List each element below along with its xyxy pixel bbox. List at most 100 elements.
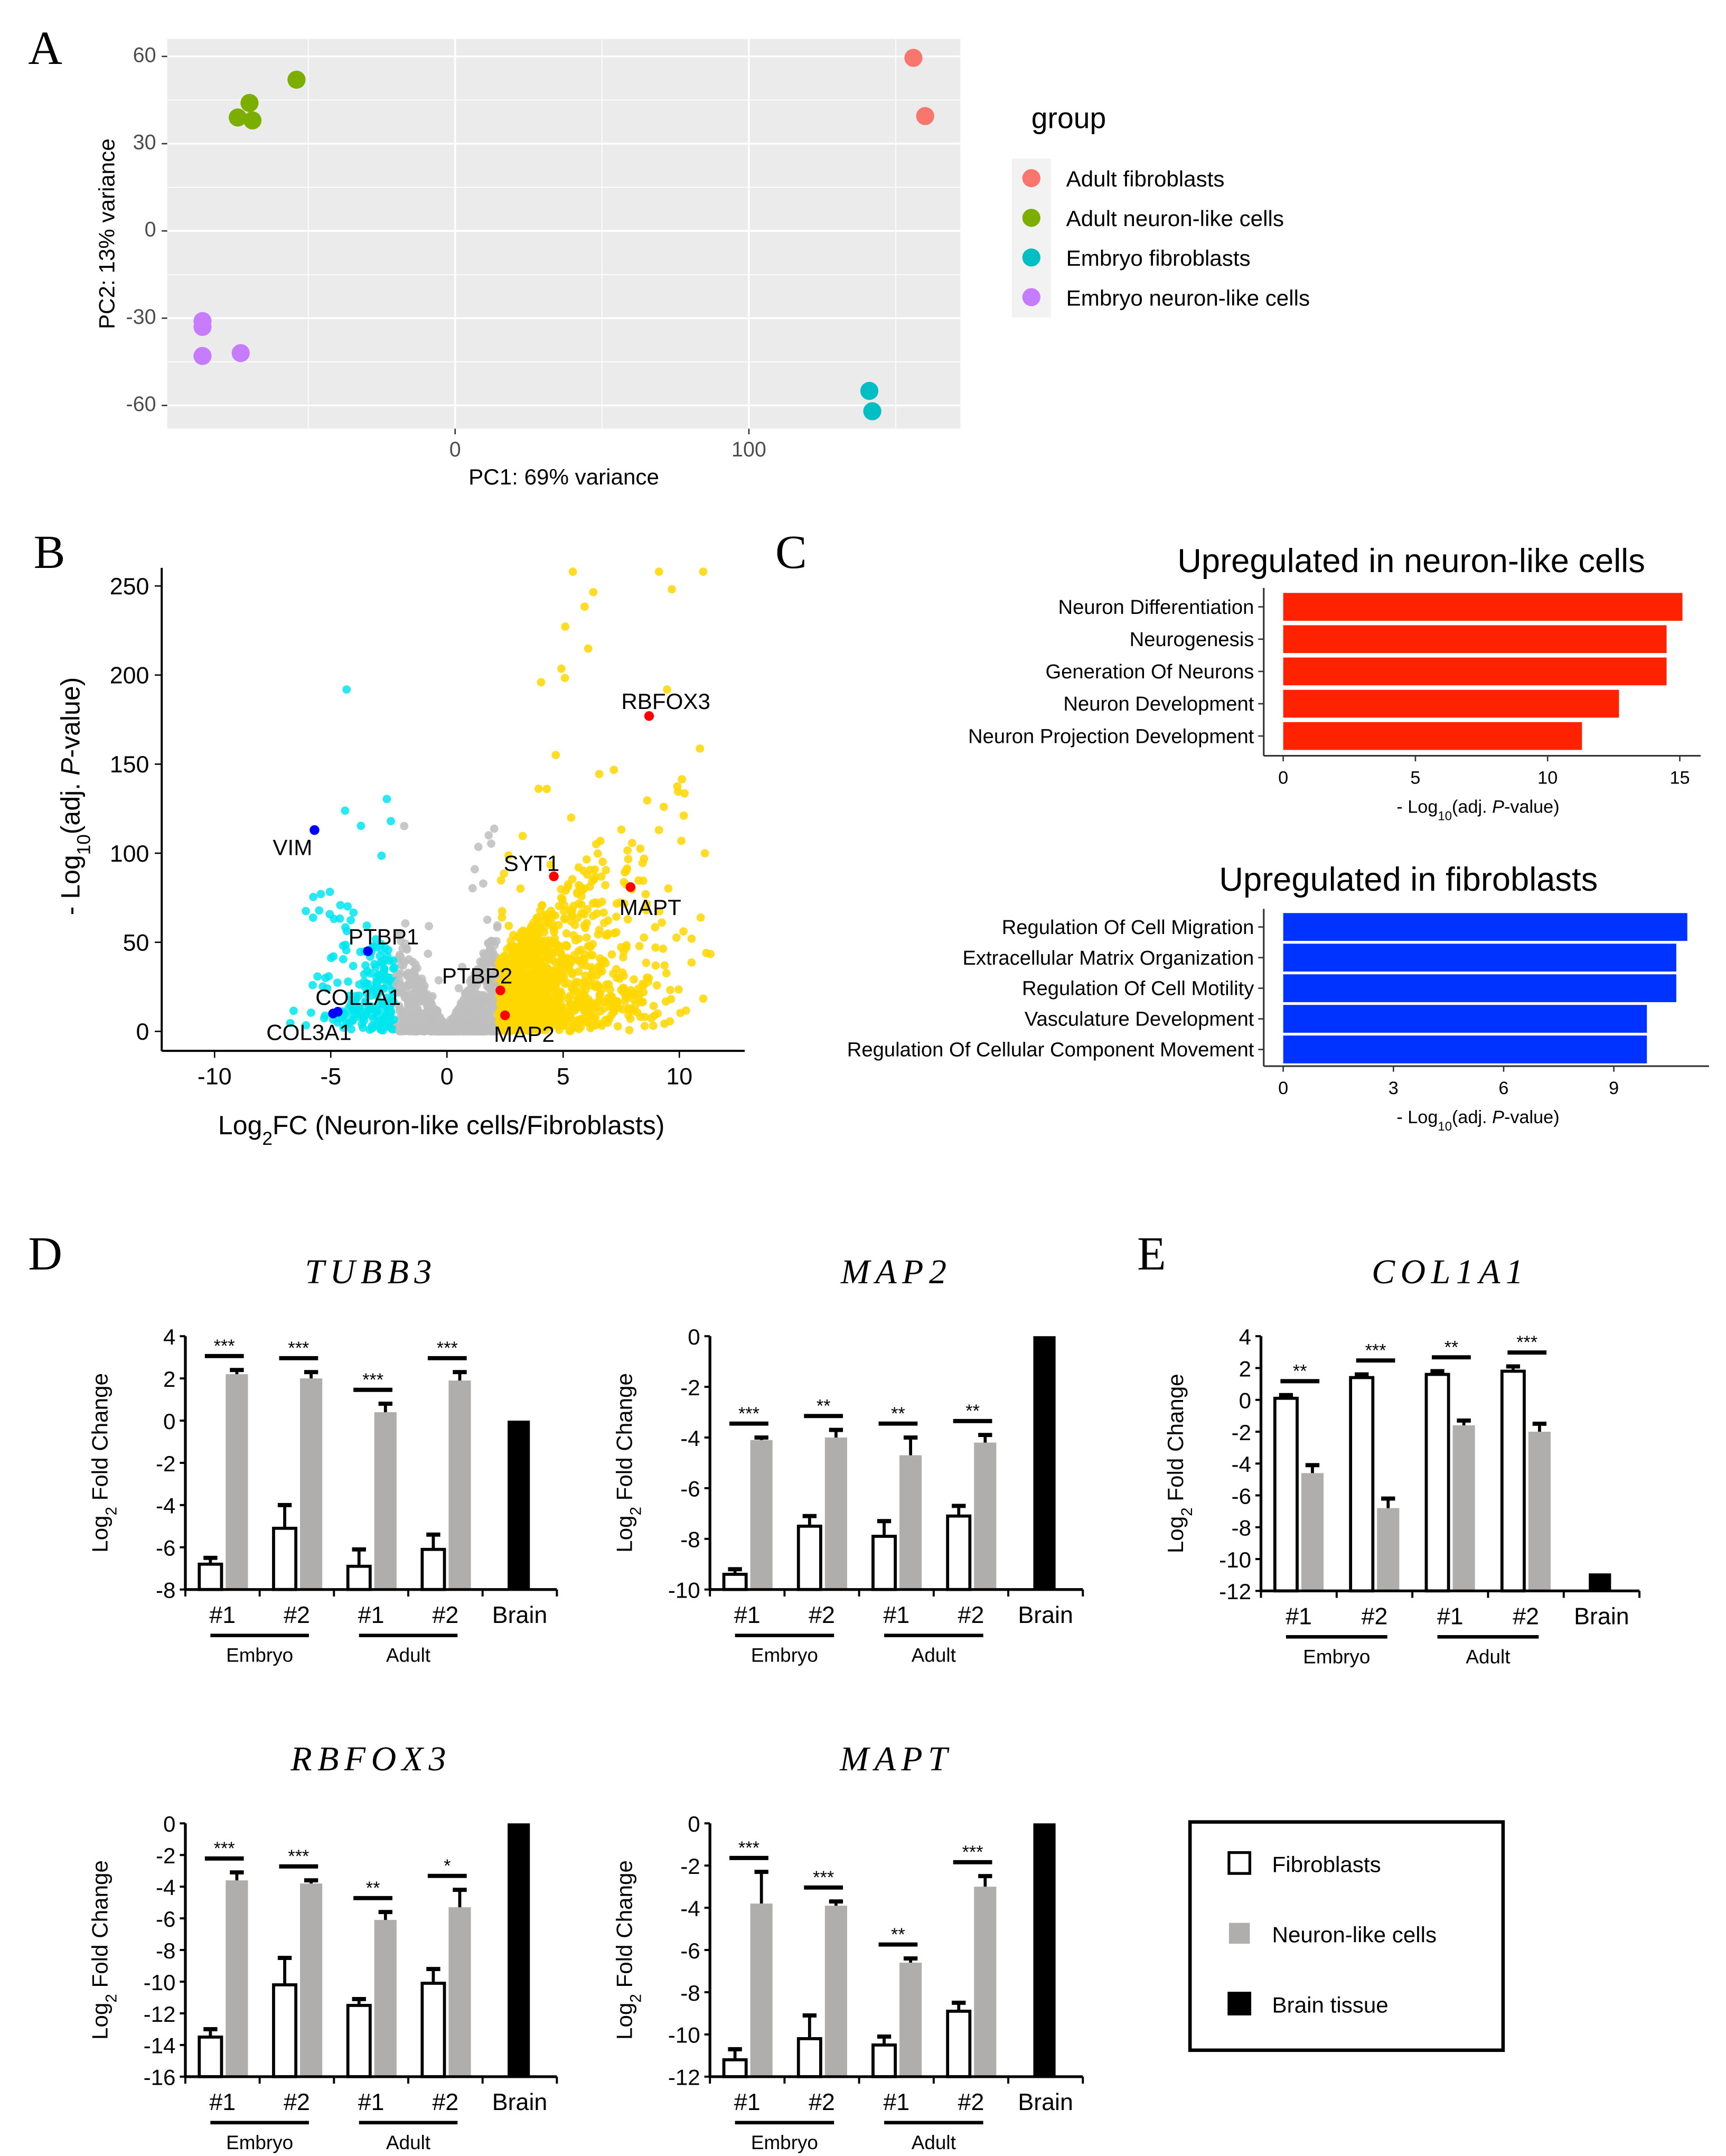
volcano-point	[582, 933, 591, 942]
y-tick-label: -10	[1219, 1547, 1251, 1572]
panel-letter-d: D	[28, 1228, 62, 1280]
category-label: Brain	[1018, 1602, 1073, 1628]
volcano-point	[552, 940, 561, 949]
significance-stars: **	[817, 1396, 831, 1416]
pca-point	[243, 111, 262, 130]
volcano-point	[330, 914, 339, 923]
go-bar	[1283, 625, 1667, 654]
label-part: 10	[1438, 1119, 1452, 1134]
x-tick-label: 15	[1669, 768, 1690, 788]
volcano-point	[531, 999, 540, 1007]
volcano-point	[556, 948, 565, 957]
volcano-point	[540, 916, 549, 925]
volcano-point	[504, 921, 513, 930]
volcano-point	[513, 981, 522, 990]
category-label: #2	[958, 2089, 984, 2115]
go-term-label: Regulation Of Cellular Component Movemen…	[847, 1039, 1254, 1061]
y-tick-label: -6	[156, 1536, 175, 1561]
volcano-point	[594, 930, 603, 939]
y-tick-label: 0	[136, 1019, 149, 1045]
volcano-point	[377, 958, 386, 966]
label-part: P	[1492, 797, 1504, 817]
panel-letter-c: C	[775, 526, 807, 578]
bar-legend: Fibroblasts Neuron-like cells Brain tissue	[1188, 1820, 1505, 2052]
go-bar	[1283, 593, 1683, 621]
volcano-point	[454, 984, 463, 993]
pca-point	[240, 94, 259, 113]
volcano-point	[659, 944, 668, 953]
y-axis-label: Log2 Fold Change	[87, 1373, 120, 1553]
volcano-point	[382, 795, 391, 804]
volcano-point	[613, 1022, 622, 1031]
y-tick-label: 250	[110, 573, 149, 600]
y-tick-label: 0	[163, 1812, 175, 1836]
significance-stars: ***	[214, 1336, 235, 1356]
volcano-point	[589, 1001, 598, 1010]
label-part: - Log	[1396, 797, 1438, 817]
volcano-point	[379, 1014, 388, 1023]
brain-bar	[1033, 1823, 1056, 2077]
category-label: #2	[809, 2089, 835, 2115]
volcano-point	[520, 1015, 529, 1024]
volcano-point	[576, 946, 585, 954]
volcano-point	[601, 881, 609, 890]
label-part: 10	[73, 834, 94, 855]
volcano-point	[626, 986, 635, 995]
volcano-point	[341, 806, 350, 815]
volcano-point	[559, 907, 568, 916]
volcano-point	[571, 1023, 580, 1032]
volcano-point	[372, 978, 381, 986]
y-tick-label: -16	[144, 2065, 176, 2090]
volcano-point	[353, 1006, 362, 1015]
go-term-label: Neuron Differentiation	[1058, 596, 1254, 619]
volcano-point	[567, 813, 576, 822]
volcano-point	[554, 990, 562, 999]
volcano-point	[531, 1014, 540, 1023]
volcano-point	[490, 824, 499, 833]
volcano-point	[369, 1023, 377, 1032]
volcano-point	[662, 969, 671, 978]
go-up-chart: Upregulated in neuron-like cells Neuron D…	[968, 543, 1701, 823]
volcano-point	[542, 785, 551, 794]
volcano-point	[302, 907, 310, 916]
category-label: #1	[358, 1602, 384, 1628]
volcano-point	[655, 907, 664, 916]
volcano-point	[468, 884, 477, 893]
volcano-point	[559, 959, 568, 968]
y-tick-label: -12	[144, 2002, 176, 2027]
go-bar	[1283, 913, 1687, 941]
volcano-point	[336, 901, 345, 910]
volcano-point	[504, 973, 513, 982]
significance-stars: **	[891, 1925, 905, 1945]
volcano-point	[569, 901, 578, 910]
x-axis-label: PC1: 69% variance	[468, 464, 659, 489]
label-part: 2	[1178, 1507, 1195, 1516]
volcano-point	[518, 832, 527, 841]
volcano-point	[562, 1014, 571, 1023]
category-label: #1	[734, 1602, 761, 1628]
volcano-point	[529, 952, 538, 961]
pca-point	[229, 108, 247, 127]
volcano-point	[401, 919, 410, 928]
gene-label: COL3A1	[266, 1020, 352, 1045]
volcano-point	[622, 866, 631, 875]
volcano-point	[604, 929, 613, 938]
neuron-bar	[750, 1903, 773, 2077]
label-part: 2	[102, 1994, 120, 2002]
volcano-point	[335, 1014, 344, 1023]
neuron-bar	[300, 1883, 323, 2077]
highlighted-gene-point	[625, 882, 636, 892]
label-part: Fold Change	[1163, 1374, 1188, 1507]
label-part: Fold Change	[87, 1373, 112, 1507]
volcano-point	[617, 825, 626, 834]
volcano-point	[360, 970, 369, 978]
label-part: Log	[218, 1110, 262, 1140]
fibroblast-bar	[722, 2058, 748, 2078]
volcano-point	[344, 977, 352, 986]
neuron-bar	[1528, 1432, 1551, 1591]
neuron-bar	[824, 1906, 847, 2077]
y-tick-label: -4	[680, 1426, 700, 1451]
volcano-point	[555, 1025, 564, 1034]
go-term-label: Regulation Of Cell Motility	[1022, 977, 1254, 1000]
significance-stars: **	[1293, 1361, 1307, 1381]
